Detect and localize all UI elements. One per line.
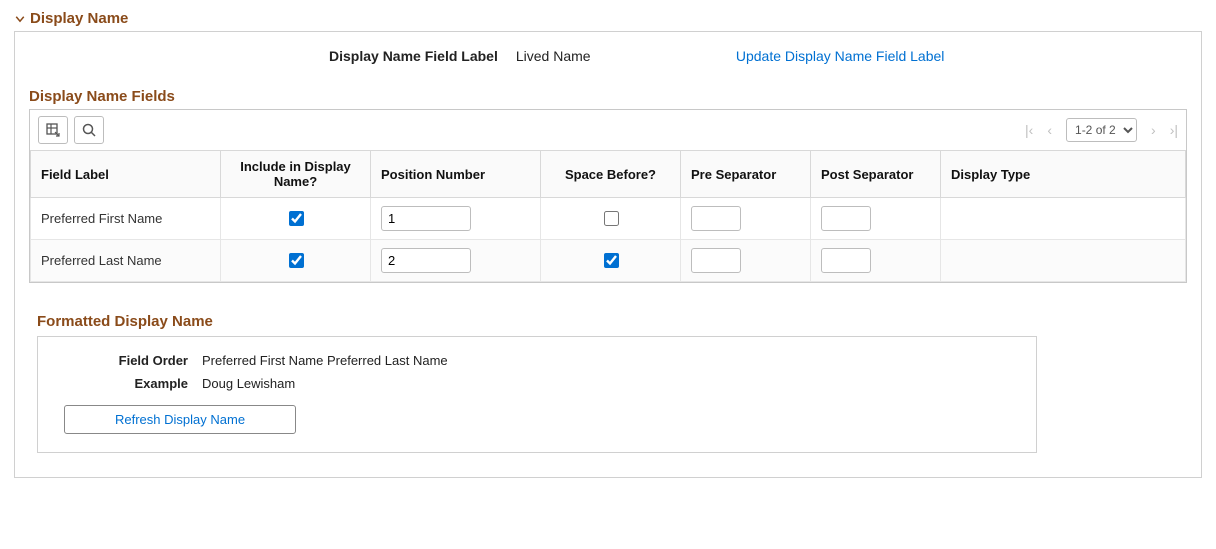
grid-title: Display Name Fields [29, 88, 1187, 105]
table-row: Preferred First Name [31, 198, 1186, 240]
search-icon [81, 122, 97, 138]
post-separator-input[interactable] [821, 248, 871, 273]
formatted-section: Formatted Display Name Field Order Prefe… [37, 313, 1037, 453]
formatted-title: Formatted Display Name [37, 313, 1037, 330]
include-checkbox[interactable] [289, 253, 304, 268]
pre-separator-input[interactable] [691, 248, 741, 273]
page-range-select[interactable]: 1-2 of 2 [1066, 118, 1137, 142]
cell-pre-sep [681, 198, 811, 240]
space-before-checkbox[interactable] [604, 211, 619, 226]
include-checkbox[interactable] [289, 211, 304, 226]
table-row: Preferred Last Name [31, 240, 1186, 282]
next-page-icon[interactable]: › [1151, 122, 1156, 138]
first-page-icon[interactable]: |‹ [1025, 122, 1033, 138]
prev-page-icon[interactable]: ‹ [1047, 122, 1052, 138]
field-label-value: Lived Name [516, 48, 676, 64]
field-label-label: Display Name Field Label [329, 48, 498, 64]
cell-include [221, 240, 371, 282]
col-pre-sep[interactable]: Pre Separator [681, 151, 811, 198]
chevron-down-icon [14, 13, 26, 25]
update-field-label-link[interactable]: Update Display Name Field Label [736, 48, 945, 64]
cell-display-type [941, 198, 1186, 240]
pre-separator-input[interactable] [691, 206, 741, 231]
position-input[interactable] [381, 206, 471, 231]
cell-post-sep [811, 240, 941, 282]
col-field-label[interactable]: Field Label [31, 151, 221, 198]
section-toggle[interactable]: Display Name [14, 10, 1202, 27]
cell-post-sep [811, 198, 941, 240]
example-value: Doug Lewisham [202, 376, 295, 391]
col-include[interactable]: Include in Display Name? [221, 151, 371, 198]
grid-icon [45, 122, 61, 138]
col-space-before[interactable]: Space Before? [541, 151, 681, 198]
grid-action-button[interactable] [38, 116, 68, 144]
grid-toolbar: |‹ ‹ 1-2 of 2 › ›| [30, 110, 1186, 150]
fields-table: Field Label Include in Display Name? Pos… [30, 150, 1186, 282]
field-label-row: Display Name Field Label Lived Name Upda… [29, 48, 1187, 64]
example-label: Example [52, 376, 202, 391]
cell-include [221, 198, 371, 240]
cell-field-label: Preferred First Name [31, 198, 221, 240]
space-before-checkbox[interactable] [604, 253, 619, 268]
search-button[interactable] [74, 116, 104, 144]
grid-wrap: |‹ ‹ 1-2 of 2 › ›| Field Label Include i… [29, 109, 1187, 283]
refresh-display-name-button[interactable]: Refresh Display Name [64, 405, 296, 434]
col-post-sep[interactable]: Post Separator [811, 151, 941, 198]
col-display-type[interactable]: Display Type [941, 151, 1186, 198]
position-input[interactable] [381, 248, 471, 273]
display-name-panel: Display Name Field Label Lived Name Upda… [14, 31, 1202, 478]
cell-position [371, 198, 541, 240]
last-page-icon[interactable]: ›| [1170, 122, 1178, 138]
cell-position [371, 240, 541, 282]
col-position[interactable]: Position Number [371, 151, 541, 198]
field-order-value: Preferred First Name Preferred Last Name [202, 353, 448, 368]
cell-space-before [541, 198, 681, 240]
cell-display-type [941, 240, 1186, 282]
field-order-label: Field Order [52, 353, 202, 368]
cell-pre-sep [681, 240, 811, 282]
post-separator-input[interactable] [821, 206, 871, 231]
section-title: Display Name [30, 10, 128, 27]
cell-field-label: Preferred Last Name [31, 240, 221, 282]
cell-space-before [541, 240, 681, 282]
